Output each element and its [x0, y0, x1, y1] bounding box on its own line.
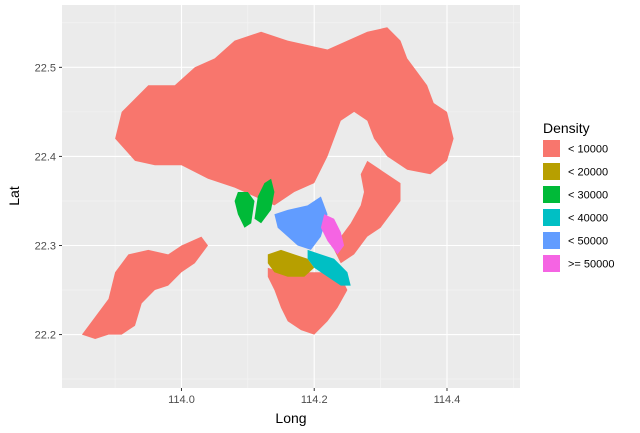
map-region [320, 214, 345, 255]
legend-key [543, 255, 560, 272]
x-tick-label: 114.2 [301, 394, 328, 406]
y-axis-title: Lat [6, 186, 22, 206]
map-region [115, 27, 454, 206]
legend: Density < 10000 < 20000 < 30000 < 40000 < 50… [543, 120, 615, 272]
y-tick-label: 22.5 [35, 62, 56, 74]
x-axis-ticks: 114.0 114.2 114.4 [168, 388, 460, 406]
map-region [81, 236, 208, 339]
map-region [274, 196, 328, 250]
map-region [307, 249, 351, 286]
y-tick-label: 22.4 [35, 151, 56, 163]
legend-key [543, 209, 560, 226]
map-region [234, 192, 255, 228]
y-tick-label: 22.2 [35, 330, 56, 342]
legend-label: >= 50000 [568, 259, 615, 271]
map-region [334, 160, 401, 264]
y-axis-ticks: 22.2 22.3 22.4 22.5 [35, 62, 62, 342]
legend-key [543, 232, 560, 249]
legend-entries: < 10000 < 20000 < 30000 < 40000 < 50000 >= 50… [543, 140, 615, 272]
legend-label: < 10000 [568, 144, 608, 156]
legend-key [543, 186, 560, 203]
x-tick-label: 114.4 [434, 394, 461, 406]
legend-label: < 20000 [568, 167, 608, 179]
legend-key [543, 140, 560, 157]
legend-label: < 40000 [568, 213, 608, 225]
legend-title: Density [543, 120, 590, 136]
map-region [267, 267, 348, 335]
legend-key [543, 163, 560, 180]
x-tick-label: 114.0 [168, 394, 195, 406]
y-tick-label: 22.3 [35, 240, 56, 252]
map-region [267, 249, 315, 277]
map-regions [81, 27, 454, 339]
x-axis-title: Long [275, 410, 306, 426]
legend-label: < 50000 [568, 236, 608, 248]
map-region [254, 178, 275, 224]
legend-label: < 30000 [568, 190, 608, 202]
